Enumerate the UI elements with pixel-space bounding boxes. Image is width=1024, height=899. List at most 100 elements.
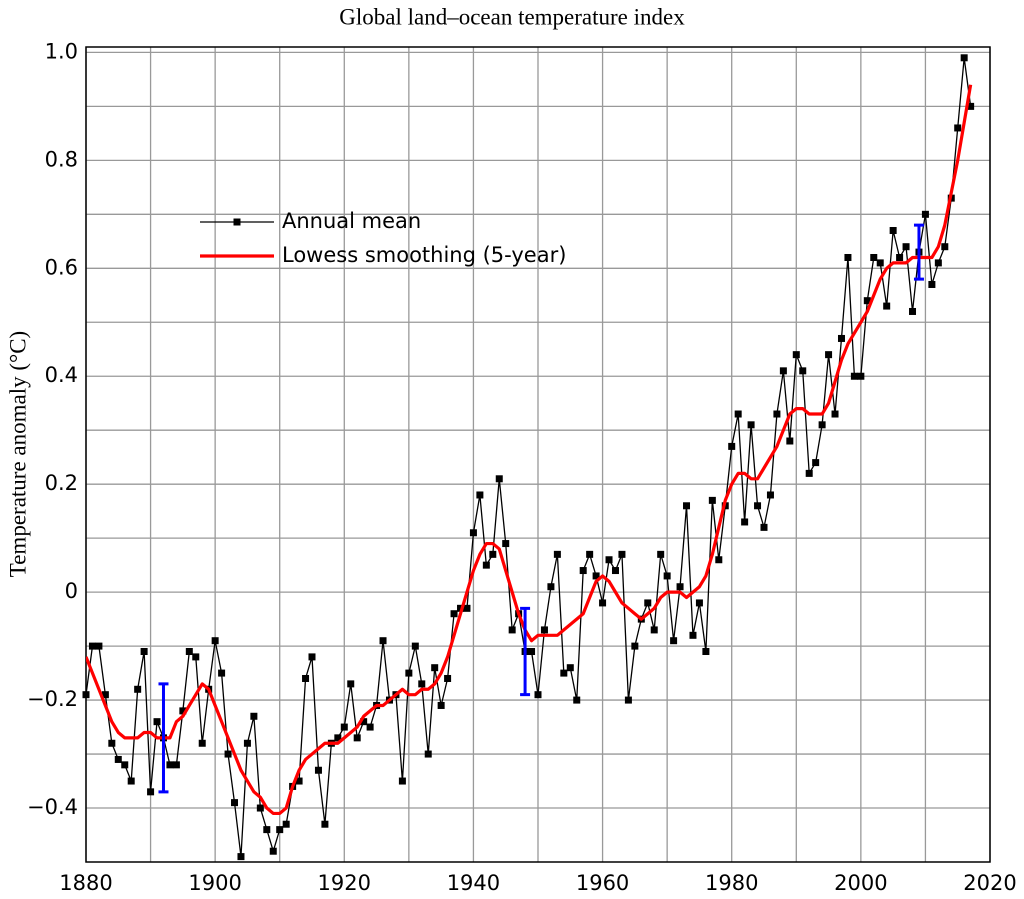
legend-label: Lowess smoothing (5-year) [282, 243, 566, 267]
y-tick-label: 0.4 [45, 363, 78, 387]
data-point [863, 297, 871, 305]
data-point [754, 502, 762, 510]
data-point [799, 367, 807, 375]
x-tick-label: 1900 [188, 871, 241, 895]
data-point [960, 54, 968, 62]
data-point [482, 561, 490, 569]
y-tick-label: 0.8 [45, 147, 78, 171]
data-point [528, 648, 536, 656]
data-point [644, 599, 652, 607]
data-point [611, 567, 619, 575]
data-point [211, 637, 219, 645]
data-point [179, 707, 187, 715]
y-tick-label: 0 [65, 579, 78, 603]
data-point [909, 307, 917, 315]
x-tick-label: 1980 [705, 871, 758, 895]
data-point [934, 259, 942, 267]
data-point [702, 648, 710, 656]
data-point [334, 734, 342, 742]
data-point [773, 410, 781, 418]
data-point [153, 718, 161, 726]
data-point [347, 680, 355, 688]
data-point [172, 761, 180, 769]
data-point [831, 410, 839, 418]
data-point [728, 442, 736, 450]
data-point [282, 820, 290, 828]
data-point [650, 626, 658, 634]
data-point [192, 653, 200, 661]
data-point [779, 367, 787, 375]
data-point [379, 637, 387, 645]
data-point [314, 766, 322, 774]
series-line [86, 84, 973, 816]
data-point [269, 847, 277, 855]
y-tick-label: 1.0 [45, 39, 78, 63]
data-point [766, 491, 774, 499]
data-point [256, 804, 264, 812]
data-point [967, 102, 975, 110]
data-point [553, 550, 561, 558]
data-point [302, 674, 310, 682]
data-point [876, 259, 884, 267]
data-point [295, 777, 303, 785]
data-point [185, 648, 193, 656]
data-point [450, 610, 458, 618]
data-point [954, 124, 962, 132]
data-point [166, 761, 174, 769]
data-point [624, 696, 632, 704]
y-axis-label: Temperature anomaly (°C) [5, 331, 30, 577]
data-point [405, 669, 413, 677]
data-point [818, 421, 826, 429]
data-point [424, 750, 432, 758]
data-point [741, 518, 749, 526]
data-point [657, 550, 665, 558]
x-tick-label: 1880 [59, 871, 112, 895]
data-point [792, 351, 800, 359]
data-point [928, 280, 936, 288]
data-point [88, 642, 96, 650]
data-point [734, 410, 742, 418]
data-point [540, 626, 548, 634]
error-bar [520, 606, 531, 697]
data-point [683, 502, 691, 510]
data-point [760, 523, 768, 531]
data-point [715, 556, 723, 564]
data-point [676, 583, 684, 591]
data-point [140, 648, 148, 656]
data-point [825, 351, 833, 359]
data-point [418, 680, 426, 688]
x-tick-label: 1940 [447, 871, 500, 895]
data-point [495, 475, 503, 483]
data-point [921, 210, 929, 218]
data-point [231, 799, 239, 807]
data-point [476, 491, 484, 499]
data-point [747, 421, 755, 429]
data-point [812, 459, 820, 467]
data-point [586, 550, 594, 558]
data-point [870, 253, 878, 261]
error-bar [158, 682, 169, 794]
data-point [534, 691, 542, 699]
data-point [218, 669, 226, 677]
data-point [786, 437, 794, 445]
data-point [566, 664, 574, 672]
x-tick-label: 1920 [318, 871, 371, 895]
data-point [82, 691, 90, 699]
series-line [86, 57, 972, 858]
legend-marker [233, 218, 241, 226]
data-point [896, 253, 904, 261]
data-point [463, 604, 471, 612]
data-point [689, 631, 697, 639]
data-point [508, 626, 516, 634]
error-bar [913, 223, 924, 281]
data-point [263, 826, 271, 834]
chart-title: Global land–ocean temperature index [339, 4, 685, 29]
data-point [134, 685, 142, 693]
data-point [121, 761, 129, 769]
data-point [276, 826, 284, 834]
data-point [670, 637, 678, 645]
data-point [469, 529, 477, 537]
data-point [695, 599, 703, 607]
